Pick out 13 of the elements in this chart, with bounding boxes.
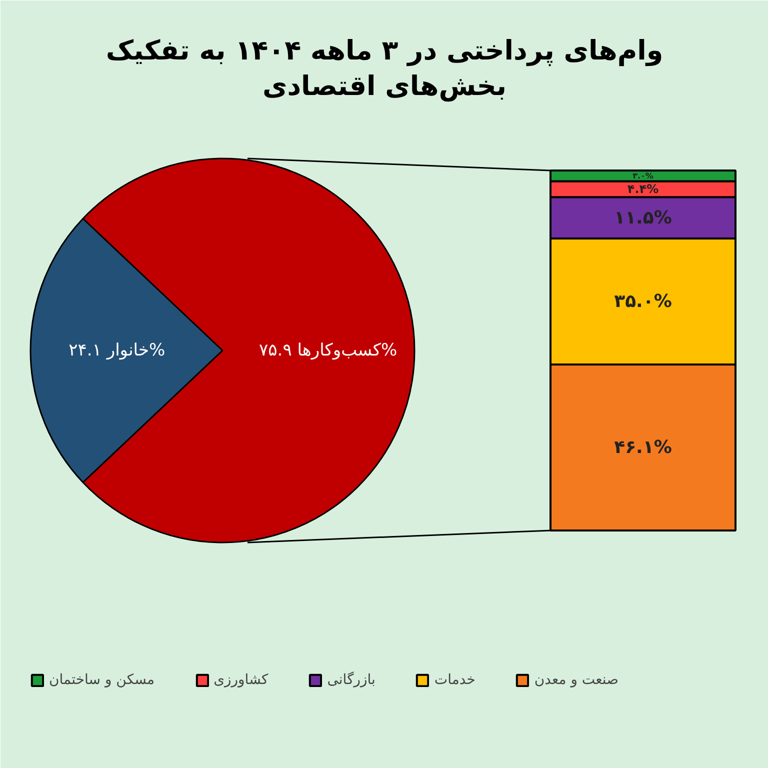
data-label: ۱۱.۵% <box>614 207 672 228</box>
legend-label: خدمات <box>434 672 476 688</box>
data-label: ۳.۰% <box>632 171 654 180</box>
slice-label: خانوار ۲۴.۱% <box>68 340 166 360</box>
chart-title: وام‌های پرداختی در ۳ ماهه ۱۴۰۴ به تفکیک بخش‌های اقتصادی <box>106 36 664 102</box>
legend-label: مسکن و ساختمان <box>49 672 155 688</box>
data-label: ۴.۴% <box>627 182 659 196</box>
legend-label: کشاورزی <box>214 672 268 688</box>
data-label: ۴۶.۱% <box>614 437 672 458</box>
slice-label: کسب‌وکارها ۷۵.۹% <box>259 340 398 360</box>
data-label: ۳۵.۰% <box>614 291 672 312</box>
legend-label: بازرگانی <box>327 672 376 688</box>
legend-label: صنعت و معدن <box>534 672 619 688</box>
